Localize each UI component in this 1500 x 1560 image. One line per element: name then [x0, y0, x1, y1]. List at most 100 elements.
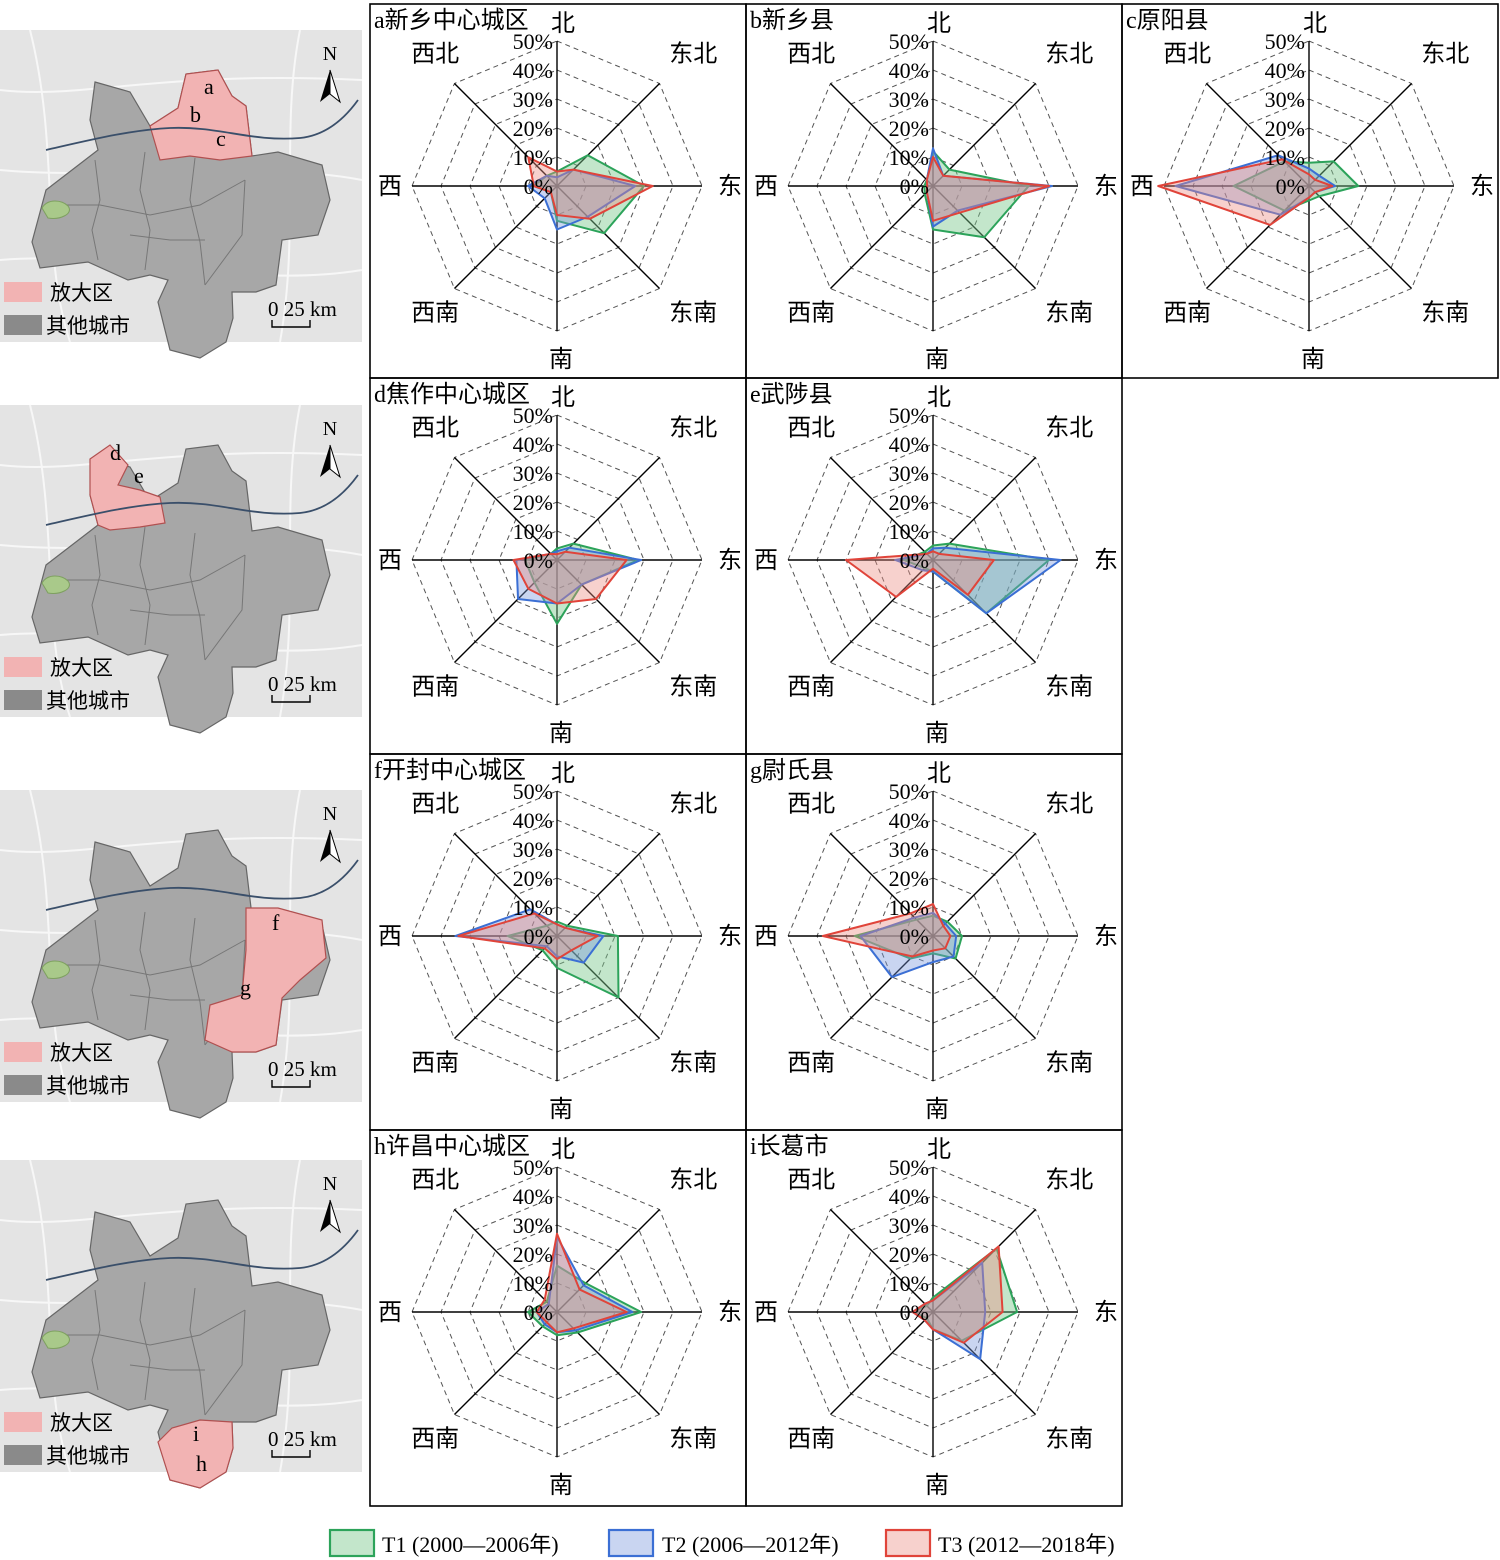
legend-label-t2: T2 (2006—2012年) [662, 1532, 839, 1557]
tick-label: 30% [889, 87, 929, 112]
direction-label: 西 [378, 174, 402, 200]
direction-label: 西 [754, 1300, 778, 1326]
legend-swatch-t1 [328, 1528, 376, 1558]
legend-highlight-label: 放大区 [50, 656, 113, 680]
direction-label: 东 [1094, 173, 1118, 200]
legend-label-t3: T3 (2012—2018年) [938, 1532, 1115, 1557]
district-boundary [91, 919, 101, 1021]
scale-bar-label: 0 25 km [268, 297, 337, 321]
tick-label: 40% [889, 808, 929, 833]
tick-label: 30% [889, 1213, 929, 1238]
region-label: h [196, 1451, 207, 1476]
tick-label: 40% [513, 1184, 553, 1209]
direction-label: 东南 [669, 1050, 717, 1077]
chart-title: d焦作中心城区 [374, 381, 530, 408]
axis-spoke [453, 1208, 558, 1313]
axis-spoke [932, 1311, 1037, 1416]
direction-label: 东北 [669, 790, 717, 817]
direction-label: 西 [378, 924, 402, 950]
grid-ring [845, 472, 1021, 648]
tick-label: 10% [513, 1271, 553, 1296]
district-boundary [189, 532, 206, 661]
region-label: b [190, 102, 201, 127]
district-boundary [139, 151, 151, 271]
axis-spoke [829, 1208, 934, 1313]
direction-label: 西北 [787, 1166, 835, 1193]
axis-spoke [556, 935, 661, 1040]
direction-label: 北 [1303, 10, 1327, 37]
tick-label: 20% [889, 116, 929, 141]
river [45, 1229, 359, 1281]
axis-spoke [556, 185, 661, 290]
axis-spoke [453, 456, 558, 561]
tick-label: 20% [889, 866, 929, 891]
tick-label: 0% [900, 1300, 929, 1325]
tick-label: 10% [513, 145, 553, 170]
tick-label: 40% [889, 58, 929, 83]
direction-label: 西 [754, 548, 778, 574]
legend-swatch-other [4, 1075, 42, 1095]
chart-title: h许昌中心城区 [374, 1133, 530, 1160]
tick-label: 0% [524, 174, 553, 199]
region-label: c [216, 126, 226, 151]
legend-other-label: 其他城市 [46, 1074, 130, 1098]
axis-spoke [556, 832, 661, 937]
tick-label: 0% [524, 1300, 553, 1325]
series-t3-polygon [821, 903, 952, 958]
tick-label: 20% [513, 490, 553, 515]
axis-spoke [453, 185, 558, 290]
chart-title: a新乡中心城区 [374, 7, 529, 34]
direction-label: 东北 [1045, 1166, 1093, 1193]
direction-label: 西北 [411, 414, 459, 441]
tick-label: 50% [889, 1155, 929, 1180]
tick-label: 50% [513, 1155, 553, 1180]
axis-spoke [1205, 185, 1310, 290]
chart-title: c原阳县 [1126, 8, 1209, 34]
region-label: f [272, 910, 280, 935]
direction-label: 东 [718, 1299, 742, 1326]
region-label: d [110, 440, 121, 465]
series-t3-polygon [911, 1245, 1004, 1344]
tick-label: 40% [513, 58, 553, 83]
district-boundary [60, 1309, 246, 1346]
grid-ring [845, 98, 1021, 274]
district-boundary [129, 234, 205, 241]
axis-spoke [829, 82, 934, 187]
direction-label: 北 [927, 384, 951, 411]
tick-label: 50% [1265, 29, 1305, 54]
legend-swatch-highlight [4, 1042, 42, 1062]
chart-title: i长葛市 [750, 1133, 829, 1160]
tick-label: 10% [889, 895, 929, 920]
district-boundary [60, 554, 246, 591]
tick-label: 20% [513, 1242, 553, 1267]
axis-spoke [829, 1311, 934, 1416]
direction-label: 东北 [1421, 40, 1469, 67]
axis-spoke [556, 1208, 661, 1313]
direction-label: 北 [551, 384, 575, 411]
direction-label: 北 [927, 10, 951, 37]
legend-highlight-label: 放大区 [50, 1041, 113, 1065]
series-t3-polygon [457, 912, 599, 961]
direction-label: 南 [925, 1096, 949, 1123]
direction-label: 东南 [1421, 300, 1469, 327]
direction-label: 南 [549, 1096, 573, 1123]
axis-spoke [453, 1311, 558, 1416]
legend-swatch-other [4, 690, 42, 710]
tick-label: 50% [513, 29, 553, 54]
tick-label: 10% [513, 895, 553, 920]
district-boundary [139, 526, 151, 646]
region-label: g [240, 975, 251, 1000]
north-label: N [323, 43, 337, 65]
series-t2-polygon [527, 168, 637, 231]
direction-label: 东北 [669, 414, 717, 441]
direction-label: 西 [378, 548, 402, 574]
direction-label: 西北 [1163, 40, 1211, 67]
tick-label: 40% [889, 432, 929, 457]
grid-ring [527, 906, 587, 966]
district-boundary [129, 1364, 205, 1371]
direction-label: 东 [1094, 923, 1118, 950]
